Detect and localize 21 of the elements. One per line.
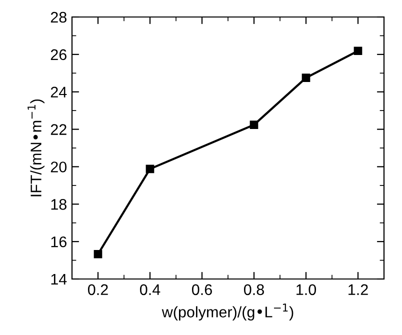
x-tick-label: 0.6 [192, 284, 212, 296]
x-tick-label: 0.4 [140, 284, 160, 296]
point [146, 164, 154, 174]
x-tick-label: 0.2 [88, 284, 108, 296]
y-tick-label: 14 [51, 274, 67, 285]
point [302, 74, 310, 82]
y-tick-label: 22 [50, 124, 66, 135]
y-tick-label: 16 [51, 236, 66, 248]
point [354, 46, 362, 56]
point [250, 120, 258, 129]
y-tick-label: 28 [50, 12, 66, 23]
x-axis-title: w(polymer)/(g•L$^{−1}$) [162, 304, 294, 320]
x-tick-label: 1.2 [348, 284, 368, 295]
x-tick-label: 1.0 [296, 284, 316, 296]
x-tick-label: 0.8 [244, 284, 264, 296]
y-axis-title: IFT/(mN•m$^{−1}$) [28, 99, 44, 196]
y-tick-label: 18 [51, 199, 66, 210]
y-tick-label: 24 [50, 86, 67, 98]
y-tick-label: 20 [50, 162, 67, 172]
point [94, 250, 102, 258]
y-tick-label: 26 [50, 49, 66, 60]
